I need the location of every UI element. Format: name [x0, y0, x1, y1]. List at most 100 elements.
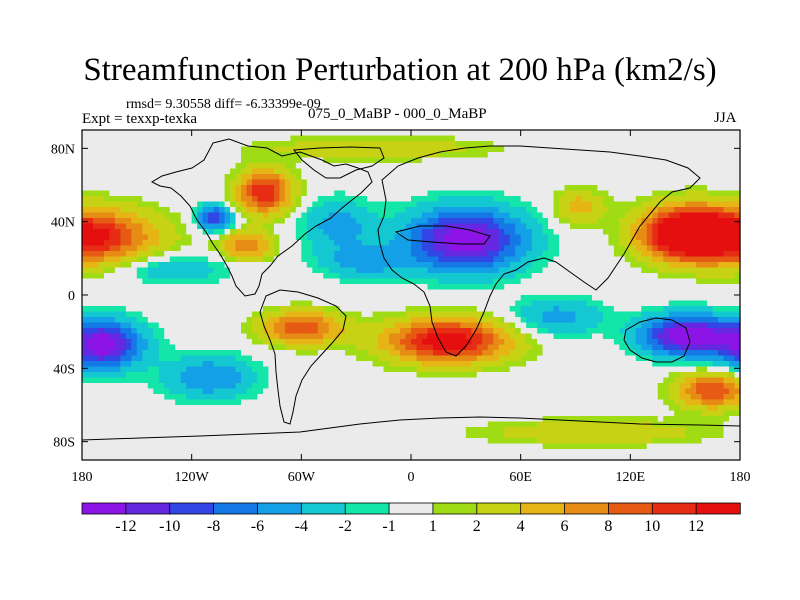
- field-cell: [219, 333, 226, 340]
- field-cell: [202, 240, 209, 247]
- field-cell: [345, 273, 352, 280]
- field-cell: [537, 179, 544, 186]
- field-cell: [235, 218, 242, 225]
- field-cell: [103, 130, 111, 137]
- field-cell: [92, 267, 100, 274]
- field-cell: [537, 267, 544, 274]
- field-cell: [586, 311, 593, 318]
- field-cell: [290, 168, 297, 175]
- field-cell: [685, 130, 692, 137]
- field-cell: [328, 311, 335, 318]
- field-cell: [515, 333, 522, 340]
- field-cell: [679, 328, 686, 335]
- field-cell: [186, 130, 193, 137]
- field-cell: [608, 179, 615, 186]
- field-cell: [153, 311, 160, 318]
- field-cell: [597, 300, 604, 307]
- field-cell: [635, 223, 642, 230]
- field-cell: [405, 344, 412, 351]
- field-cell: [591, 218, 599, 225]
- field-cell: [657, 190, 664, 197]
- field-cell: [531, 174, 538, 181]
- field-cell: [619, 273, 626, 280]
- field-cell: [356, 157, 363, 164]
- field-cell: [103, 350, 111, 357]
- field-cell: [498, 196, 505, 203]
- field-cell: [230, 256, 237, 263]
- field-cell: [92, 273, 100, 280]
- field-cell: [257, 284, 264, 291]
- field-cell: [531, 190, 538, 197]
- field-cell: [180, 146, 187, 153]
- field-cell: [235, 245, 242, 252]
- field-cell: [378, 212, 385, 219]
- field-cell: [476, 350, 483, 357]
- field-cell: [273, 251, 280, 258]
- field-cell: [219, 306, 226, 313]
- field-cell: [367, 179, 374, 186]
- field-cell: [290, 256, 297, 263]
- field-cell: [718, 256, 725, 263]
- field-cell: [197, 141, 204, 148]
- field-cell: [674, 141, 681, 148]
- field-cell: [158, 212, 165, 219]
- field-cell: [356, 179, 363, 186]
- field-cell: [246, 289, 253, 296]
- field-cell: [230, 218, 237, 225]
- field-cell: [570, 251, 577, 258]
- field-cell: [630, 273, 637, 280]
- field-cell: [723, 168, 730, 175]
- field-cell: [191, 295, 198, 302]
- field-cell: [153, 207, 160, 214]
- field-cell: [208, 135, 215, 142]
- field-cell: [411, 251, 418, 258]
- field-cell: [734, 267, 741, 274]
- field-cell: [389, 218, 396, 225]
- field-cell: [493, 256, 500, 263]
- field-cell: [405, 229, 412, 236]
- field-cell: [685, 350, 692, 357]
- field-cell: [548, 130, 555, 137]
- field-cell: [504, 306, 511, 313]
- field-cell: [471, 333, 478, 340]
- field-cell: [334, 168, 341, 175]
- field-cell: [213, 185, 220, 192]
- field-cell: [125, 223, 132, 230]
- field-cell: [537, 306, 544, 313]
- field-cell: [219, 289, 226, 296]
- field-cell: [487, 146, 494, 153]
- field-cell: [246, 245, 253, 252]
- field-cell: [290, 135, 297, 142]
- field-cell: [460, 251, 467, 258]
- field-cell: [120, 300, 127, 307]
- field-cell: [345, 245, 352, 252]
- field-cell: [142, 234, 149, 241]
- field-cell: [345, 218, 352, 225]
- field-cell: [208, 207, 215, 214]
- field-cell: [597, 157, 604, 164]
- field-cell: [624, 174, 631, 181]
- field-cell: [685, 229, 692, 236]
- field-cell: [317, 179, 324, 186]
- field-cell: [405, 355, 412, 362]
- field-cell: [591, 185, 599, 192]
- field-cell: [515, 344, 522, 351]
- field-cell: [394, 185, 401, 192]
- field-cell: [729, 185, 736, 192]
- field-cell: [224, 284, 231, 291]
- field-cell: [690, 146, 697, 153]
- field-cell: [131, 273, 138, 280]
- field-cell: [608, 284, 615, 291]
- field-cell: [109, 234, 116, 241]
- field-cell: [548, 229, 555, 236]
- field-cell: [131, 130, 138, 137]
- field-cell: [339, 344, 346, 351]
- field-cell: [345, 130, 352, 137]
- field-cell: [707, 267, 714, 274]
- field-cell: [367, 306, 374, 313]
- field-cell: [235, 344, 242, 351]
- field-cell: [284, 328, 291, 335]
- field-cell: [635, 196, 642, 203]
- field-cell: [87, 355, 94, 362]
- field-cell: [553, 223, 560, 230]
